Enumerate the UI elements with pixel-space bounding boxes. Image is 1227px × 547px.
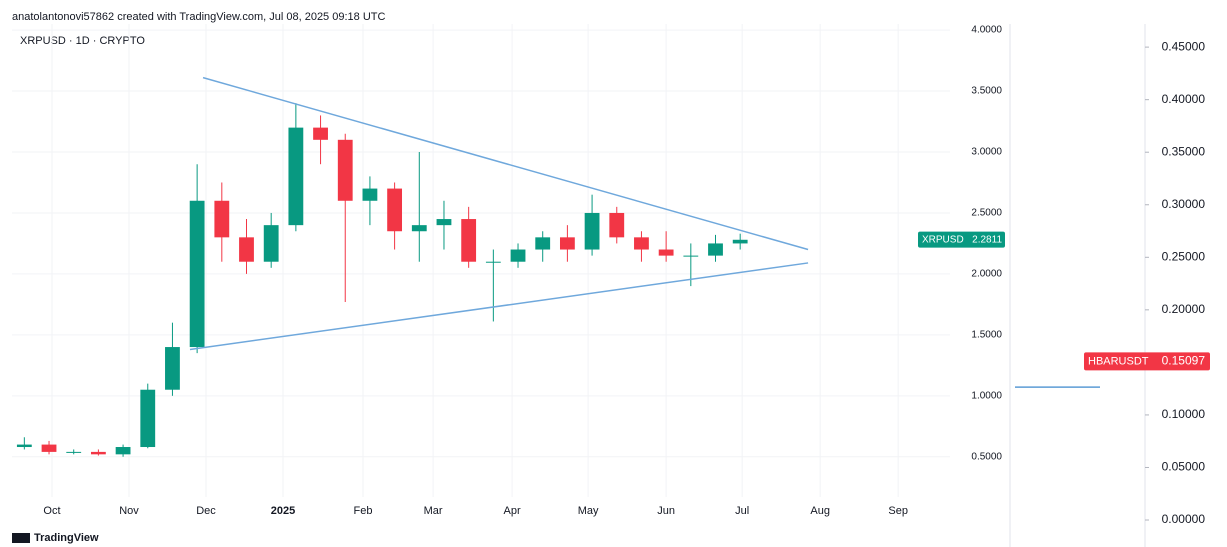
- candle-body: [559, 237, 575, 250]
- y-tick-label: 0.05000: [1162, 460, 1206, 474]
- x-tick-label: Apr: [504, 505, 521, 517]
- x-tick-label: Nov: [119, 505, 139, 517]
- candle-body: [16, 444, 32, 448]
- candle-body: [732, 239, 748, 244]
- candle-body: [584, 212, 600, 250]
- x-tick-label: Jul: [735, 505, 749, 517]
- y-tick-label: 0.40000: [1162, 92, 1206, 106]
- y-tick-label: 2.0000: [971, 269, 1002, 280]
- y-tick-label: 0.25000: [1162, 249, 1206, 263]
- y-tick-label: 0.30000: [1162, 197, 1206, 211]
- candle-body: [165, 347, 180, 390]
- trendline: [202, 76, 809, 251]
- candle-body: [683, 255, 699, 257]
- candle-body: [41, 444, 57, 452]
- x-tick-label: Dec: [196, 505, 216, 517]
- price-tag-value: 0.15097: [1162, 354, 1206, 368]
- candle-body: [66, 451, 82, 453]
- candle-body: [436, 219, 452, 226]
- candle-body: [263, 225, 279, 262]
- symbol-title: XRPUSD · 1D · CRYPTO: [20, 35, 145, 47]
- trendline: [189, 262, 809, 351]
- candle-body: [485, 261, 501, 263]
- candle-body: [362, 188, 378, 201]
- candle-body: [239, 237, 254, 262]
- header: anatolantonovi57862 created with Trading…: [12, 11, 385, 23]
- y-tick-label: 2.5000: [971, 208, 1002, 219]
- y-tick-label: 3.0000: [971, 147, 1002, 158]
- price-tag-symbol: HBARUSDT: [1088, 355, 1149, 367]
- y-tick-label: 4.0000: [971, 25, 1002, 36]
- y-tick-label: 1.0000: [971, 390, 1002, 401]
- x-tick-label: Oct: [43, 505, 60, 517]
- x-tick-label: Jun: [657, 505, 675, 517]
- price-tag: [1084, 352, 1210, 371]
- price-tag-symbol: XRPUSD: [922, 234, 964, 245]
- candle-body: [535, 237, 551, 250]
- candle-body: [411, 225, 427, 232]
- candle-body: [461, 219, 477, 262]
- candle-body: [387, 188, 403, 232]
- y-tick-label: 1.5000: [971, 330, 1002, 341]
- candle-body: [288, 127, 304, 226]
- x-tick-label: Sep: [888, 505, 908, 517]
- y-tick-label: 3.5000: [971, 86, 1002, 97]
- x-tick-label: Feb: [354, 505, 373, 517]
- y-tick-label: 0.20000: [1162, 302, 1206, 316]
- x-tick-label: 2025: [271, 505, 295, 517]
- x-tick-label: Aug: [810, 505, 830, 517]
- y-tick-label: 0.10000: [1162, 407, 1206, 421]
- y-tick-label: 0.45000: [1162, 39, 1206, 53]
- logo: [12, 533, 30, 543]
- candle-body: [337, 139, 353, 201]
- y-tick-label: 0.35000: [1162, 144, 1206, 158]
- candle-body: [313, 127, 328, 140]
- candle-body: [609, 212, 625, 238]
- candle-body: [510, 249, 526, 262]
- candle-body: [214, 200, 230, 238]
- y-tick-label: 0.5000: [971, 451, 1002, 462]
- price-tag-value: 2.2811: [972, 234, 1002, 245]
- x-tick-label: Mar: [424, 505, 443, 517]
- price-tag: [918, 231, 1005, 248]
- brand: TradingView: [34, 532, 99, 544]
- candle-body: [115, 447, 131, 455]
- x-tick-label: May: [578, 505, 599, 517]
- candle-body: [140, 389, 156, 448]
- candle-body: [634, 237, 649, 250]
- candle-body: [708, 243, 723, 256]
- candle-body: [90, 451, 106, 455]
- candle-body: [658, 249, 674, 256]
- candle-body: [189, 200, 205, 348]
- y-tick-label: 0.00000: [1162, 512, 1206, 526]
